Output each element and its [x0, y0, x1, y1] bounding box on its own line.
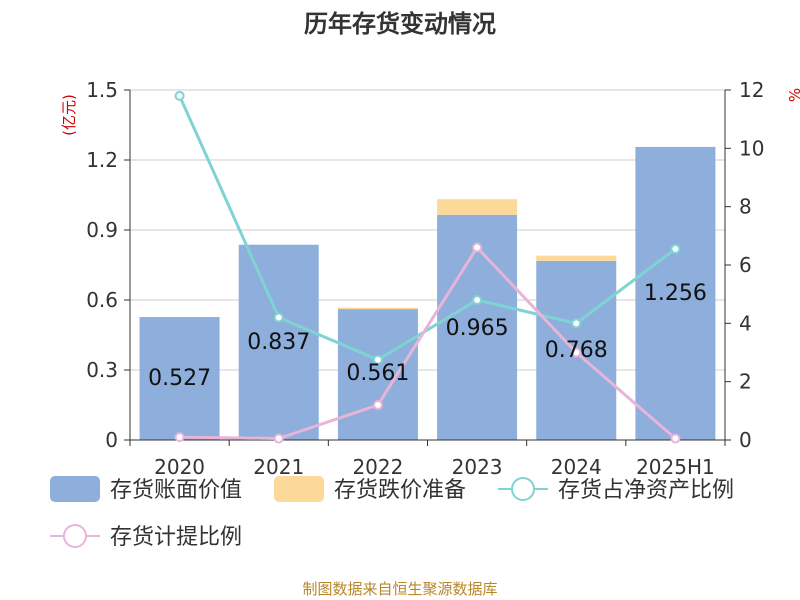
line-point — [174, 90, 185, 101]
source-note: 制图数据来自恒生聚源数据库 — [302, 580, 497, 598]
gridlines — [130, 89, 725, 371]
left-tick-label: 1.2 — [86, 148, 118, 172]
bar-value-label: 1.256 — [644, 281, 707, 306]
bar-value-label: 0.965 — [446, 316, 509, 341]
line-point — [670, 433, 681, 444]
left-tick-label: 1.5 — [86, 78, 118, 102]
right-tick-label: 4 — [739, 311, 752, 335]
legend-label: 存货账面价值 — [110, 478, 242, 503]
bar-book-value — [337, 309, 418, 440]
data-labels: 0.527 0.837 0.561 0.965 0.768 1.256 — [148, 281, 707, 391]
x-axis-tick-labels: 2020 2021 2022 2023 2024 2025H1 — [129, 440, 726, 479]
x-tick-label: 2023 — [452, 455, 503, 479]
line-point — [372, 354, 383, 365]
right-axis-unit: % — [786, 88, 800, 102]
line-point — [571, 347, 582, 358]
legend-marker — [63, 524, 87, 548]
legend-label: 存货占净资产比例 — [558, 478, 734, 503]
line-inventory-to-net-assets — [178, 95, 677, 362]
x-tick-label: 2022 — [352, 455, 403, 479]
right-tick-label: 6 — [739, 253, 752, 277]
bar-value-label: 0.561 — [346, 361, 409, 386]
left-tick-label: 0.6 — [86, 288, 118, 312]
right-tick-label: 10 — [739, 136, 764, 160]
line-point — [670, 243, 681, 254]
left-tick-label: 0 — [105, 428, 118, 452]
bar-value-label: 0.768 — [545, 338, 608, 363]
line-point — [174, 432, 185, 443]
x-tick-label: 2020 — [154, 455, 205, 479]
line-point — [472, 242, 483, 253]
bar-value-label: 0.527 — [148, 366, 211, 391]
right-tick-label: 0 — [739, 428, 752, 452]
line-provision-ratio — [179, 245, 677, 441]
left-tick-label: 0.3 — [86, 358, 118, 382]
bar-impairment — [536, 255, 617, 261]
line-point — [273, 312, 284, 323]
right-tick-label: 8 — [739, 195, 752, 219]
line-point — [571, 318, 582, 329]
right-tick-label: 2 — [739, 370, 752, 394]
line-point — [273, 433, 284, 444]
x-tick-label: 2021 — [253, 455, 304, 479]
line-point — [372, 400, 383, 410]
axes: 0 0.3 0.6 0.9 1.2 1.5 0 2 4 6 8 10 12 — [86, 78, 764, 452]
bar-series — [139, 146, 716, 440]
bar-impairment — [337, 307, 418, 310]
legend-swatch — [274, 476, 324, 502]
right-tick-label: 12 — [739, 78, 764, 102]
chart-title: 历年存货变动情况 — [304, 10, 496, 38]
x-tick-label: 2024 — [551, 455, 602, 479]
bar-book-value — [139, 317, 220, 440]
bar-book-value — [238, 244, 319, 440]
bar-book-value — [635, 146, 716, 440]
legend-swatch — [50, 476, 100, 502]
x-tick-label: 2025H1 — [636, 455, 715, 479]
line-point — [472, 295, 483, 305]
left-axis-unit: (亿元) — [60, 94, 78, 136]
line-series — [174, 90, 681, 444]
left-tick-label: 0.9 — [86, 218, 118, 242]
legend-label: 存货跌价准备 — [334, 478, 466, 503]
bar-value-label: 0.837 — [247, 330, 310, 355]
bar-impairment — [437, 199, 518, 215]
legend-marker — [511, 477, 535, 501]
legend-label: 存货计提比例 — [110, 525, 242, 550]
